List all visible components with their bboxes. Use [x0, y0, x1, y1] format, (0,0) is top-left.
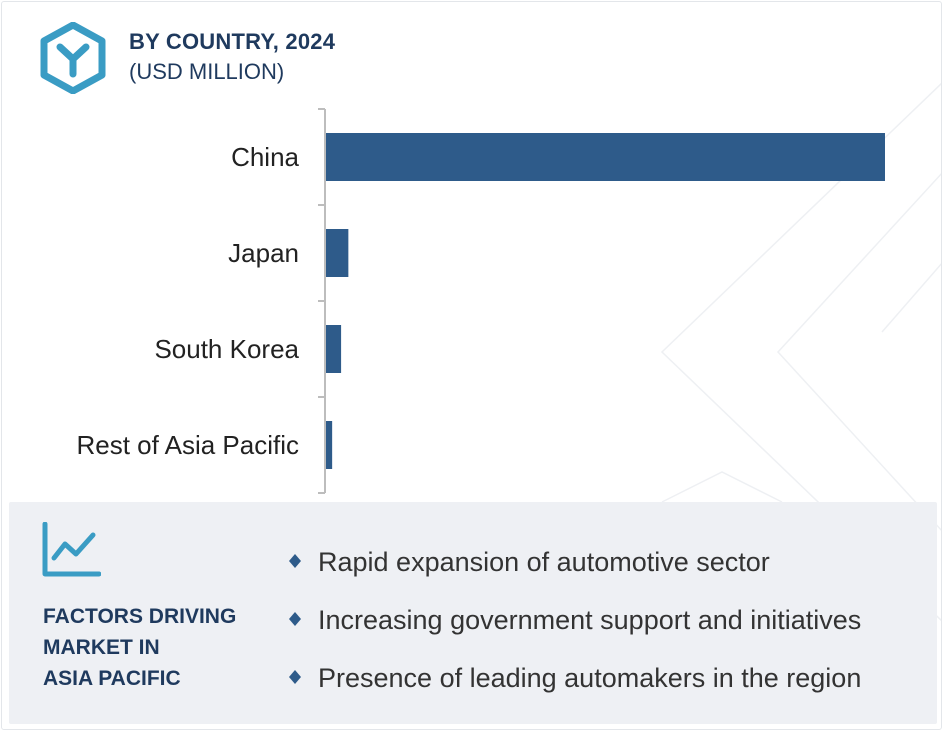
list-item: Increasing government support and initia…: [286, 600, 861, 658]
bar-rest-of-asia-pacific: [326, 421, 333, 469]
line-chart-icon: [42, 522, 101, 577]
factors-heading-line: FACTORS DRIVING: [43, 605, 237, 628]
list-item: Presence of leading automakers in the re…: [286, 658, 861, 716]
bar-south-korea: [326, 325, 342, 373]
list-item: Rapid expansion of automotive sector: [286, 542, 861, 600]
diamond-bullet-icon: [289, 554, 301, 568]
factors-heading: FACTORS DRIVING MARKET IN ASIA PACIFIC: [43, 601, 263, 694]
category-label: China: [231, 142, 299, 172]
chart-title: BY COUNTRY, 2024: [129, 29, 336, 54]
factors-heading-line: ASIA PACIFIC: [43, 667, 181, 690]
bar-chart: China Japan South Korea Rest of Asia Pacifi…: [76, 108, 885, 494]
factor-text: Increasing government support and initia…: [318, 605, 862, 635]
factor-text: Rapid expansion of automotive sector: [318, 547, 770, 577]
chart-subtitle: (USD MILLION): [129, 59, 285, 84]
factor-list: Rapid expansion of automotive sector Inc…: [286, 542, 861, 716]
category-label: Rest of Asia Pacific: [76, 430, 299, 460]
factor-text: Presence of leading automakers in the re…: [318, 663, 862, 693]
bar-japan: [326, 229, 349, 277]
diamond-bullet-icon: [289, 670, 301, 684]
factors-heading-line: MARKET IN: [43, 636, 160, 659]
hexagon-y-logo-icon: [40, 22, 106, 94]
diamond-bullet-icon: [289, 612, 301, 626]
category-label: South Korea: [154, 334, 299, 364]
category-label: Japan: [228, 238, 299, 268]
bar-china: [326, 133, 885, 181]
factors-panel: FACTORS DRIVING MARKET IN ASIA PACIFIC R…: [9, 502, 937, 724]
